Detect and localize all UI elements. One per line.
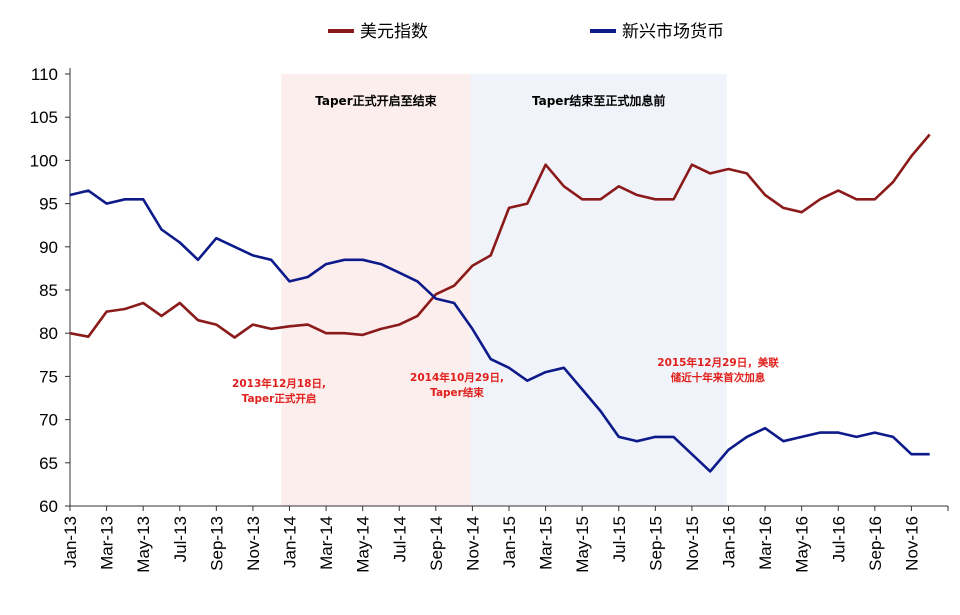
y-tick-label: 85: [39, 281, 58, 300]
x-axis-ticks: Jan-13 Mar-13 May-13 Jul-13 Sep-13 Nov-13 Jan-…: [61, 506, 949, 573]
legend: 美元指数 新兴市场货币: [328, 22, 724, 42]
x-tick-label: Jan-14: [281, 516, 300, 568]
x-tick-label: Mar-14: [317, 516, 336, 570]
legend-label: 新兴市场货币: [622, 22, 724, 42]
legend-label: 美元指数: [360, 22, 428, 42]
x-tick-label: May-16: [793, 516, 812, 573]
x-tick-label: Jul-13: [171, 516, 190, 562]
period-label: Taper结束至正式加息前: [532, 93, 665, 108]
annotation-line-1: 2015年12月29日，美联: [657, 356, 779, 369]
annotation-line-1: 2014年10月29日,: [410, 371, 504, 384]
x-tick-label: May-15: [573, 516, 592, 573]
shaded-periods: [281, 74, 727, 506]
x-tick-label: Jan-15: [500, 516, 519, 568]
x-tick-label: Jul-15: [610, 516, 629, 562]
series-line: [69, 189, 930, 473]
x-tick-label: Mar-16: [756, 516, 775, 570]
x-tick-label: Nov-16: [902, 516, 921, 571]
x-tick-label: Sep-13: [207, 516, 226, 571]
x-tick-label: Sep-14: [427, 516, 446, 571]
period-label: Taper正式开启至结束: [315, 93, 437, 108]
annotation-line-1: 2013年12月18日,: [232, 377, 326, 390]
x-tick-label: Nov-15: [683, 516, 702, 571]
y-axis-ticks: 60 65 70 75 80 85 90 95 100 105 110: [30, 65, 70, 516]
x-tick-label: Mar-15: [537, 516, 556, 570]
y-tick-label: 95: [39, 195, 58, 214]
x-tick-label: Nov-14: [463, 516, 482, 571]
series-lines: [69, 133, 931, 473]
y-tick-label: 110: [31, 65, 58, 84]
y-tick-label: 100: [30, 151, 58, 170]
y-tick-label: 80: [39, 324, 58, 343]
annotation-line-2: Taper结束: [430, 386, 484, 399]
x-tick-label: Jul-16: [829, 516, 848, 562]
x-tick-label: May-14: [354, 516, 373, 573]
x-tick-label: Nov-13: [244, 516, 263, 571]
x-tick-label: Jan-13: [61, 516, 80, 568]
annotation-line-2: Taper正式开启: [242, 392, 317, 405]
period-labels: Taper正式开启至结束 Taper结束至正式加息前: [315, 93, 665, 108]
annotation-line-2: 储近十年来首次加息: [671, 371, 766, 384]
y-tick-label: 90: [39, 238, 58, 257]
shaded-band: [281, 74, 471, 506]
x-tick-label: May-13: [134, 516, 153, 573]
shaded-band: [470, 74, 727, 506]
y-tick-label: 65: [39, 454, 58, 473]
y-tick-label: 75: [39, 367, 58, 386]
x-tick-label: Jan-16: [720, 516, 739, 568]
annotations: 2013年12月18日, Taper正式开启 2014年10月29日, Taper结束…: [232, 356, 779, 405]
x-tick-label: Sep-15: [646, 516, 665, 571]
series-line: [69, 133, 931, 339]
y-tick-label: 105: [30, 108, 58, 127]
x-tick-label: Sep-16: [866, 516, 885, 571]
x-tick-label: Mar-13: [98, 516, 117, 570]
y-tick-label: 60: [39, 497, 58, 516]
y-tick-label: 70: [39, 411, 58, 430]
x-tick-label: Jul-14: [390, 516, 409, 562]
